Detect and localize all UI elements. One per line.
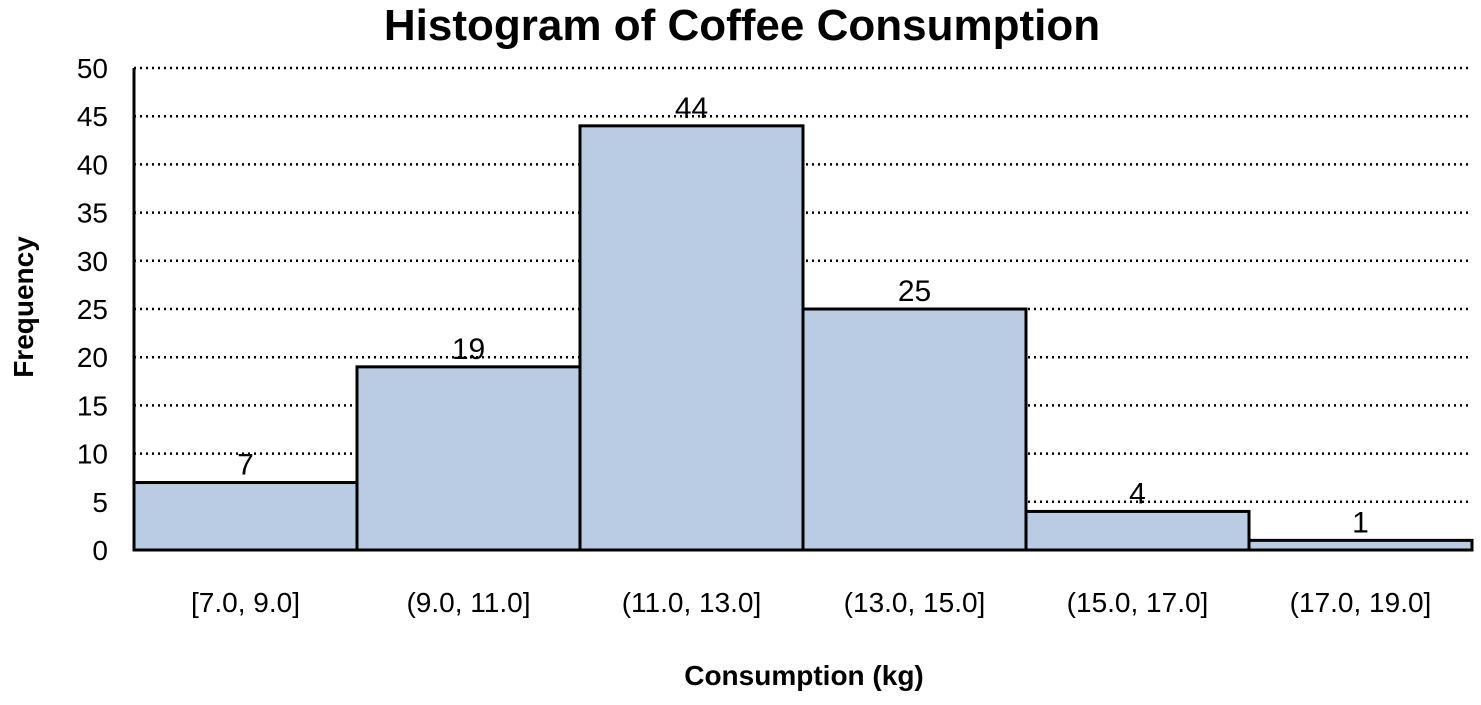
data-label: 1 — [1352, 506, 1369, 539]
x-tick-label: [7.0, 9.0] — [191, 587, 300, 618]
y-tick-label: 50 — [77, 53, 108, 84]
y-tick-label: 0 — [92, 535, 108, 566]
bars — [132, 124, 1474, 552]
y-tick-label: 15 — [77, 390, 108, 421]
x-tick-label: (9.0, 11.0] — [406, 587, 530, 618]
y-tick-label: 10 — [77, 439, 108, 470]
histogram-bar — [355, 365, 582, 552]
y-tick-label: 40 — [77, 149, 108, 180]
data-labels: 7 19 44 25 4 1 — [237, 92, 1369, 540]
x-tick-label: (17.0, 19.0] — [1290, 587, 1432, 618]
chart-title: Histogram of Coffee Consumption — [384, 1, 1100, 50]
x-tick-label: (15.0, 17.0] — [1067, 587, 1209, 618]
data-label: 44 — [675, 92, 708, 125]
x-tick-label: (13.0, 15.0] — [844, 587, 986, 618]
y-tick-label: 25 — [77, 294, 108, 325]
y-tick-label: 35 — [77, 198, 108, 229]
histogram-bar — [801, 307, 1028, 552]
data-label: 19 — [452, 333, 485, 366]
y-tick-label: 20 — [77, 342, 108, 373]
x-tick-labels: [7.0, 9.0] (9.0, 11.0] (11.0, 13.0] (13.0, … — [191, 587, 1431, 618]
histogram-bar — [1024, 509, 1251, 552]
y-axis-title: Frequency — [8, 236, 39, 378]
data-label: 25 — [898, 275, 931, 308]
y-tick-label: 45 — [77, 101, 108, 132]
data-label: 4 — [1129, 477, 1146, 510]
data-label: 7 — [237, 449, 254, 482]
x-axis-title: Consumption (kg) — [684, 660, 924, 691]
x-tick-label: (11.0, 13.0] — [622, 587, 762, 618]
histogram-bar — [578, 124, 805, 552]
histogram-bar — [132, 481, 359, 552]
y-tick-label: 30 — [77, 246, 108, 277]
y-tick-label: 5 — [92, 487, 108, 518]
y-tick-labels: 0 5 10 15 20 25 30 35 40 45 50 — [77, 53, 108, 566]
